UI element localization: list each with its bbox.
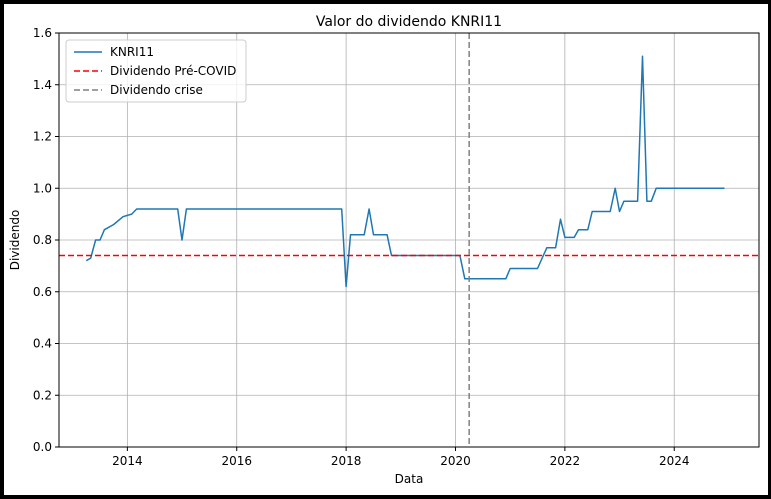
y-tick-label: 1.6 — [33, 26, 52, 40]
chart-figure: Valor do dividendo KNRI11 2014 2016 2018 20… — [4, 4, 768, 495]
x-axis-label: Data — [395, 472, 424, 486]
x-tick-label: 2024 — [659, 454, 690, 468]
series-layer — [59, 33, 759, 447]
y-tick-label: 1.0 — [33, 181, 52, 195]
y-axis-label: Dividendo — [8, 210, 22, 271]
x-tick-label: 2016 — [221, 454, 252, 468]
x-tick-label: 2020 — [440, 454, 471, 468]
legend-entry: KNRI11 — [110, 45, 154, 59]
chart-title: Valor do dividendo KNRI11 — [316, 14, 502, 30]
x-tick-label: 2022 — [550, 454, 581, 468]
x-tick-label: 2014 — [112, 454, 143, 468]
y-tick-label: 0.6 — [33, 285, 52, 299]
y-tick-label: 0.2 — [33, 388, 52, 402]
tick-layer: 2014 2016 2018 2020 2022 2024 0.0 0.2 0.4 0.6 0.8 1… — [33, 26, 690, 468]
legend-entry: Dividendo crise — [110, 83, 203, 97]
legend-entry: Dividendo Pré-COVID — [110, 64, 236, 78]
y-tick-label: 1.2 — [33, 130, 52, 144]
chart-svg: Valor do dividendo KNRI11 2014 2016 2018 20… — [8, 14, 760, 486]
y-tick-label: 0.4 — [33, 337, 52, 351]
legend-box — [65, 39, 247, 103]
y-tick-label: 0.0 — [33, 440, 52, 454]
knri11-series-line — [85, 55, 725, 288]
y-tick-label: 0.8 — [33, 233, 52, 247]
y-tick-label: 1.4 — [33, 78, 52, 92]
legend: KNRI11 Dividendo Pré-COVID Dividendo crise — [65, 39, 247, 103]
x-tick-label: 2018 — [331, 454, 362, 468]
grid — [59, 32, 759, 448]
